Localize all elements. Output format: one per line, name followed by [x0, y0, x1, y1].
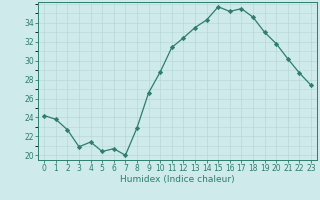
X-axis label: Humidex (Indice chaleur): Humidex (Indice chaleur): [120, 175, 235, 184]
